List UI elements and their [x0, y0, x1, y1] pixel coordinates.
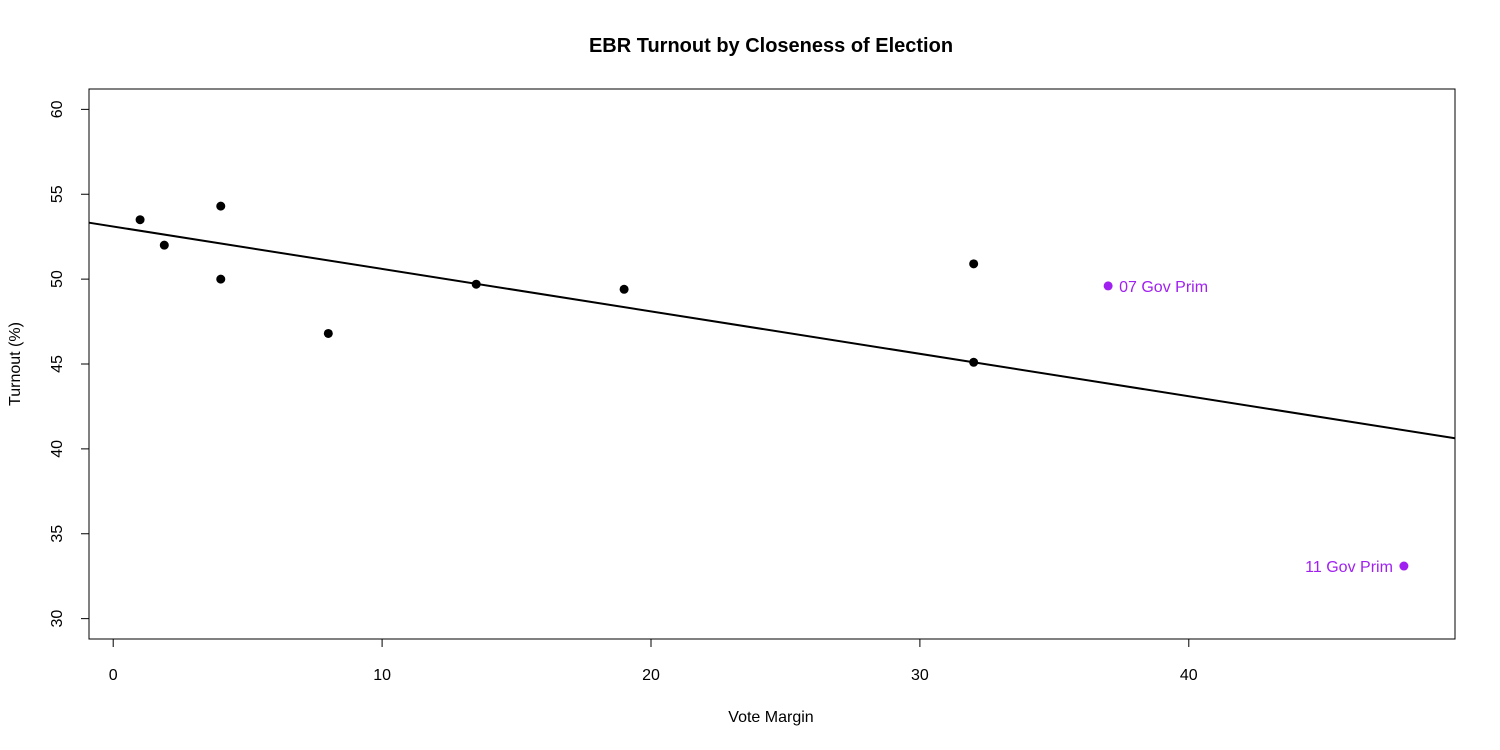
x-tick-label: 0	[109, 667, 118, 684]
point-annotation: 11 Gov Prim	[1305, 559, 1393, 576]
points-layer	[135, 201, 979, 367]
highlighted-point	[1399, 561, 1409, 571]
x-tick-label: 40	[1180, 667, 1198, 684]
y-axis: 30 35 40 45 50 55 60	[49, 100, 90, 628]
highlighted-points-layer: 07 Gov Prim 11 Gov Prim	[1103, 279, 1409, 576]
y-tick-label: 55	[49, 185, 66, 203]
regression-line-layer	[88, 221, 1456, 440]
y-tick-label: 35	[49, 525, 66, 543]
data-point	[471, 279, 481, 289]
data-point	[969, 357, 979, 367]
x-tick-label: 30	[911, 667, 929, 684]
y-tick-label: 50	[49, 270, 66, 288]
data-point	[969, 259, 979, 269]
plot-frame	[88, 88, 1456, 640]
data-point	[135, 215, 145, 225]
highlighted-point	[1103, 281, 1113, 291]
chart-title: EBR Turnout by Closeness of Election	[589, 35, 953, 57]
data-point	[323, 328, 333, 338]
x-axis-label: Vote Margin	[728, 709, 813, 726]
y-tick-label: 45	[49, 355, 66, 373]
data-point	[216, 274, 226, 284]
x-tick-label: 10	[373, 667, 391, 684]
y-tick-label: 30	[49, 610, 66, 628]
data-point	[619, 284, 629, 294]
y-tick-label: 60	[49, 100, 66, 118]
regression-line	[88, 221, 1456, 440]
data-point	[159, 240, 169, 250]
y-axis-label: Turnout (%)	[7, 322, 24, 406]
point-annotation: 07 Gov Prim	[1119, 279, 1208, 296]
x-tick-label: 20	[642, 667, 660, 684]
x-axis: 0 10 20 30 40	[109, 638, 1198, 684]
y-tick-label: 40	[49, 440, 66, 458]
data-point	[216, 201, 226, 211]
